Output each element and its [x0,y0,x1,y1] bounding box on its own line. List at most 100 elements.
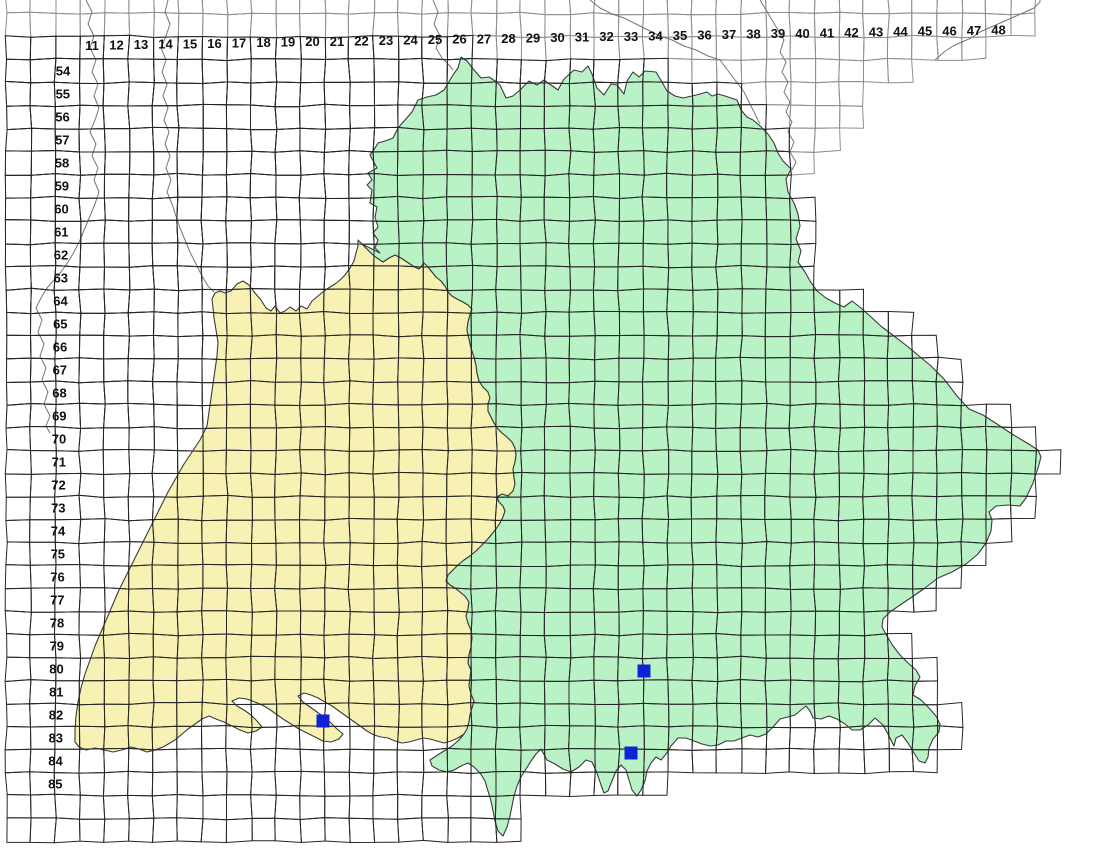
base-grid-cell [29,0,57,14]
quadrant-cell [127,81,155,107]
quadrant-cell [153,403,178,430]
quadrant-cell [863,748,890,775]
quadrant-cell [348,748,375,774]
base-grid-cell [151,358,179,383]
col-label: 38 [746,27,760,42]
base-grid-cell [79,242,106,268]
base-grid-cell [102,58,130,85]
quadrant-cell [78,334,105,360]
base-grid-cell [151,172,179,200]
base-grid-cell [814,105,841,129]
base-grid-cell [226,12,253,38]
quadrant-cell [102,794,130,820]
base-grid-cell [398,57,425,84]
base-grid-cell [78,173,106,199]
quadrant-cell [127,794,155,820]
quadrant-cell [201,747,228,773]
quadrant-cell [300,242,326,268]
row-label: 78 [50,616,64,631]
quadrant-cell [372,818,400,843]
base-grid-cell [6,334,32,360]
base-grid-cell [323,197,350,222]
quadrant-cell [226,794,253,821]
quadrant-cell [4,58,32,84]
quadrant-cell [176,151,204,176]
base-grid-cell [29,57,57,84]
col-label: 42 [844,25,858,40]
quadrant-cell [128,817,155,843]
base-grid-cell [348,219,375,245]
quadrant-cell [519,770,547,797]
col-label: 16 [207,36,221,51]
base-grid-cell [128,242,154,268]
row-label: 82 [49,708,63,723]
base-grid-cell [496,0,521,15]
quadrant-cell [103,380,129,405]
quadrant-cell [396,749,425,773]
quadrant-cell [494,818,522,843]
base-grid-cell [226,128,253,153]
quadrant-cell [127,105,154,130]
grid-labels-layer: 11 12 13 14 15 16 17 18 19 20 21 22 23 24 25 26 27 28 29 30… [48,23,1006,792]
quadrant-cell [78,82,105,107]
quadrant-cell [274,81,302,108]
quadrant-cell [5,402,32,429]
quadrant-cell [4,725,32,751]
quadrant-cell [225,220,253,244]
base-grid-cell [200,196,228,222]
quadrant-cell [396,771,425,797]
row-label: 58 [55,156,69,171]
quadrant-cell [274,794,301,821]
quadrant-cell [788,727,817,750]
base-grid-cell [151,219,179,244]
quadrant-cell [151,771,178,797]
quadrant-cell [911,749,938,774]
quadrant-cell [53,817,81,844]
base-grid-cell [6,105,33,131]
quadrant-cell [275,174,302,199]
row-label: 57 [55,133,69,148]
row-label: 85 [48,777,62,792]
quadrant-cell [78,288,106,314]
record-marker [637,664,651,678]
quadrant-cell [250,794,277,819]
quadrant-cell [177,311,204,338]
base-grid-cell [29,81,56,108]
row-label: 64 [53,294,68,309]
quadrant-cell [152,748,178,774]
base-grid-cell [323,242,350,268]
state-border-line [160,0,215,293]
quadrant-cell [274,106,301,131]
col-label: 26 [452,32,466,47]
quadrant-cell [250,770,277,796]
quadrant-cell [4,174,32,199]
quadrant-cell [128,151,155,176]
base-grid-cell [274,127,301,153]
base-grid-cell [249,81,278,108]
quadrant-cell [128,448,155,475]
base-grid-cell [323,219,350,245]
base-grid-cell [373,0,399,14]
base-grid-cell [152,265,180,292]
base-grid-cell [103,242,130,268]
quadrant-cell [5,287,32,315]
quadrant-cell [447,817,472,843]
base-grid-cell [887,0,913,15]
quadrant-cell [348,104,376,130]
base-grid-cell [249,242,276,268]
quadrant-cell [176,172,204,198]
quadrant-cell [128,197,153,222]
quadrant-cell [30,173,56,199]
base-grid-cell [103,128,131,153]
row-label: 66 [53,340,67,355]
quadrant-cell [324,103,351,130]
quadrant-cell [249,219,278,245]
base-grid-cell [788,0,816,14]
quadrant-cell [5,496,31,522]
col-label: 11 [85,38,99,53]
base-grid-cell [202,103,228,130]
base-grid-cell [176,242,204,268]
base-grid-cell [470,0,498,15]
quadrant-cell [912,587,937,613]
base-grid-cell [30,195,56,222]
